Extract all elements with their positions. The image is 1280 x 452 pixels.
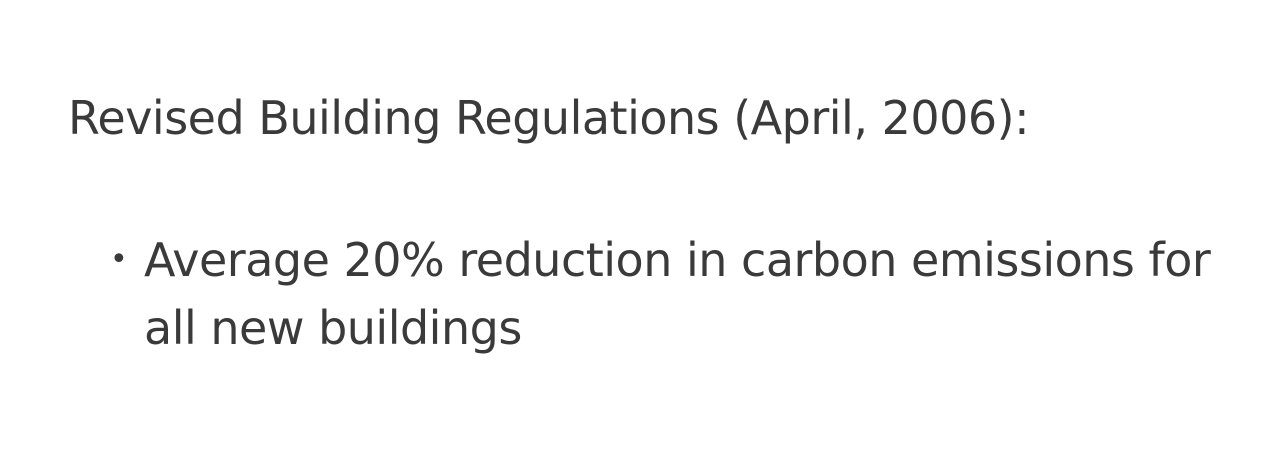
bullet-list: • Average 20% reduction in carbon emissi… bbox=[110, 226, 1230, 362]
slide-heading: Revised Building Regulations (April, 200… bbox=[68, 91, 1030, 145]
bullet-icon: • bbox=[110, 242, 128, 277]
list-item: • Average 20% reduction in carbon emissi… bbox=[110, 226, 1230, 362]
bullet-text: Average 20% reduction in carbon emission… bbox=[144, 233, 1211, 355]
